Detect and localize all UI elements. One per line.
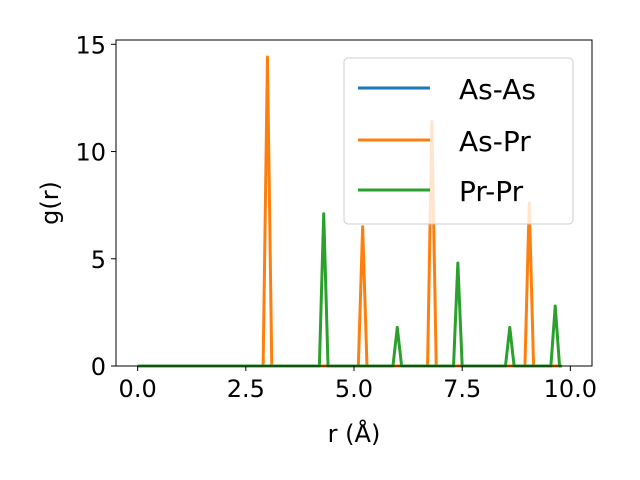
y-axis: 0 5 10 15 <box>75 31 116 381</box>
y-tick-label: 10 <box>75 139 106 167</box>
legend-box <box>343 57 574 225</box>
legend: As-As As-Pr Pr-Pr <box>343 57 574 225</box>
x-tick-label: 10.0 <box>544 375 597 403</box>
x-tick-label: 5.0 <box>335 375 373 403</box>
legend-label-pr-pr: Pr-Pr <box>459 175 524 208</box>
x-tick-label: 2.5 <box>227 375 265 403</box>
y-axis-label: g(r) <box>36 181 64 225</box>
y-tick-label: 5 <box>91 246 106 274</box>
y-tick-label: 0 <box>91 353 106 381</box>
series-line-pr-pr <box>137 212 562 368</box>
legend-label-as-as: As-As <box>459 73 536 106</box>
legend-label-as-pr: As-Pr <box>459 125 531 158</box>
y-tick-label: 15 <box>75 31 106 59</box>
x-tick-label: 0.0 <box>119 375 157 403</box>
x-tick-label: 7.5 <box>443 375 481 403</box>
x-axis-label: r (Å) <box>328 419 381 448</box>
x-axis: 0.0 2.5 5.0 7.5 10.0 <box>119 366 597 403</box>
